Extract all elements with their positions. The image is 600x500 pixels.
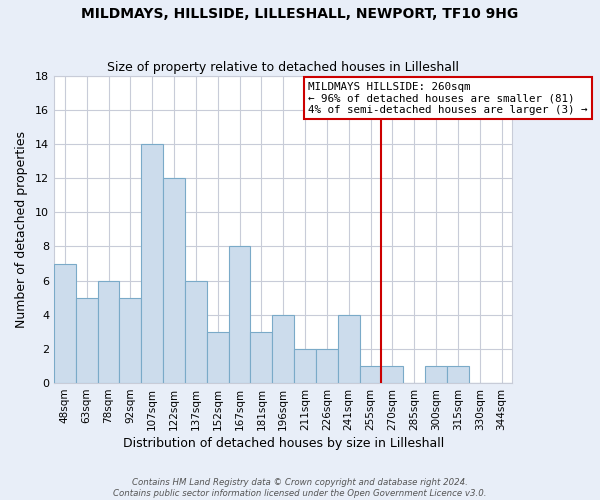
X-axis label: Distribution of detached houses by size in Lilleshall: Distribution of detached houses by size …	[122, 437, 444, 450]
Bar	[359, 366, 382, 383]
Bar	[98, 280, 119, 383]
Text: MILDMAYS HILLSIDE: 260sqm
← 96% of detached houses are smaller (81)
4% of semi-d: MILDMAYS HILLSIDE: 260sqm ← 96% of detac…	[308, 82, 588, 115]
Bar	[54, 264, 76, 383]
Bar	[163, 178, 185, 383]
Bar	[185, 280, 207, 383]
Text: MILDMAYS, HILLSIDE, LILLESHALL, NEWPORT, TF10 9HG: MILDMAYS, HILLSIDE, LILLESHALL, NEWPORT,…	[82, 8, 518, 22]
Bar	[229, 246, 250, 383]
Bar	[338, 315, 359, 383]
Bar	[76, 298, 98, 383]
Bar	[316, 349, 338, 383]
Bar	[207, 332, 229, 383]
Bar	[447, 366, 469, 383]
Bar	[382, 366, 403, 383]
Y-axis label: Number of detached properties: Number of detached properties	[15, 131, 28, 328]
Bar	[141, 144, 163, 383]
Bar	[294, 349, 316, 383]
Bar	[425, 366, 447, 383]
Bar	[272, 315, 294, 383]
Bar	[119, 298, 141, 383]
Text: Contains HM Land Registry data © Crown copyright and database right 2024.
Contai: Contains HM Land Registry data © Crown c…	[113, 478, 487, 498]
Bar	[250, 332, 272, 383]
Title: Size of property relative to detached houses in Lilleshall: Size of property relative to detached ho…	[107, 62, 459, 74]
